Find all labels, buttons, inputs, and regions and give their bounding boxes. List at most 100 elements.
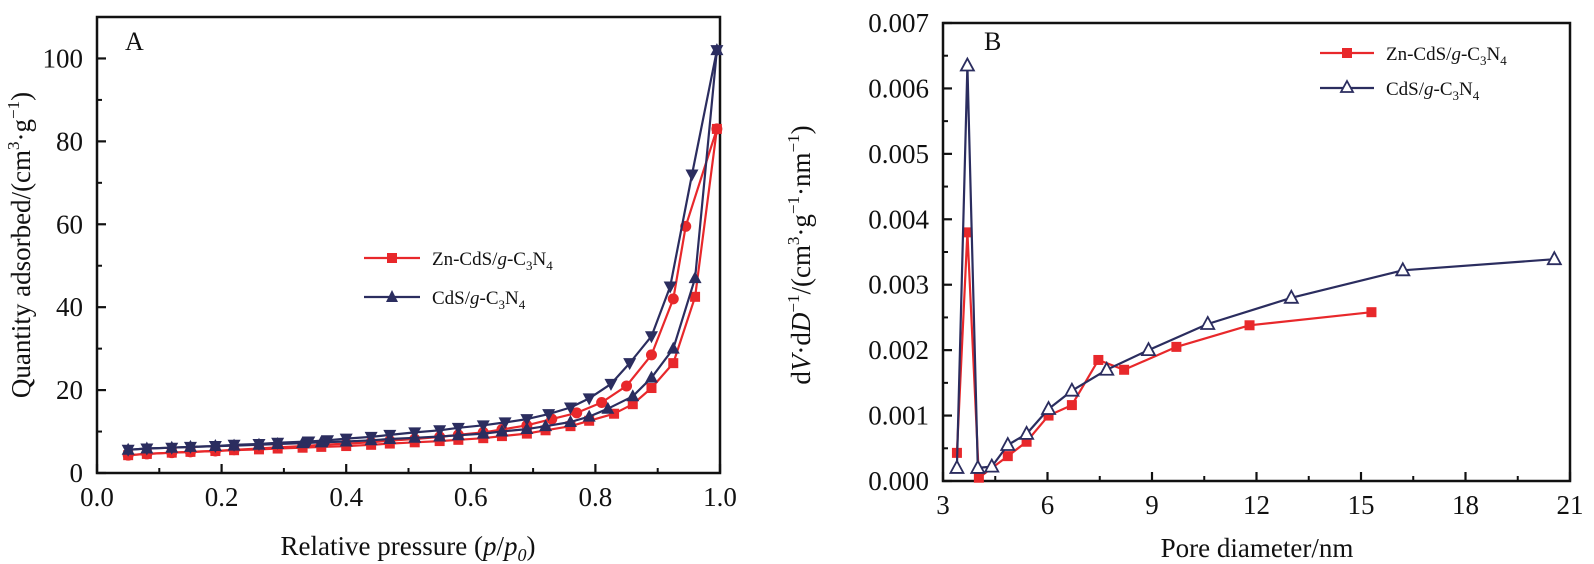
data-point-triangle-down: [165, 442, 179, 455]
x-tick-label: 0.4: [329, 482, 363, 512]
data-point-triangle-down: [140, 443, 154, 456]
y-tick-label: 20: [56, 375, 83, 405]
data-point-triangle-down: [498, 417, 512, 430]
data-point-triangle-open: [1140, 341, 1157, 357]
x-tick-label: 6: [1041, 490, 1055, 520]
data-point-triangle-down: [433, 425, 447, 438]
data-point-triangle-down: [252, 438, 266, 451]
data-point-triangle-up: [563, 415, 577, 428]
y-tick-label: 0.007: [868, 8, 929, 38]
x-tick-label: 0.6: [454, 482, 488, 512]
data-point-square: [646, 383, 657, 394]
x-tick-label: 3: [936, 490, 950, 520]
y-tick-label: 0.003: [868, 270, 929, 300]
panel-label-b: B: [984, 27, 1001, 56]
data-point-square: [973, 472, 984, 483]
data-point-triangle-down: [623, 358, 637, 371]
x-axis-title-b: Pore diameter/nm: [1161, 533, 1354, 563]
data-point-triangle-down: [582, 393, 596, 406]
data-point-triangle-open: [1098, 360, 1115, 376]
data-point-triangle-down: [121, 444, 135, 457]
legend-marker-triangle: [386, 290, 398, 302]
y-tick-label: 0.005: [868, 139, 929, 169]
legend-label: CdS/g-C3N4: [1386, 79, 1480, 103]
data-point-triangle-open: [1018, 425, 1035, 440]
data-point-triangle-open: [1546, 250, 1563, 266]
data-point-triangle-down: [710, 45, 724, 58]
data-point-triangle-down: [476, 420, 490, 433]
data-point-triangle-down: [685, 169, 699, 182]
data-point-square: [1021, 436, 1032, 447]
data-point-triangle-open: [1040, 400, 1057, 415]
data-point-triangle-open: [1283, 288, 1300, 304]
chart-panel-a: 0.0 0.2 0.4 0.6 0.8 1.0 0 20 40 60 80 100 A Relativ…: [4, 15, 737, 564]
data-point-triangle-up: [626, 389, 640, 402]
series-zn-cds-g-c3n4-desorption: [122, 123, 723, 461]
data-point-triangle-up: [644, 370, 658, 383]
data-point-triangle-open: [948, 459, 965, 474]
series-cds-g-c3n4: [948, 56, 1563, 474]
series-line: [955, 231, 1372, 479]
data-point-square: [627, 399, 638, 410]
data-point-triangle-up: [520, 422, 534, 435]
y-tick-label: 0.001: [868, 401, 929, 431]
legend-b: Zn-CdS/g-C3N4 CdS/g-C3N4: [1320, 44, 1507, 103]
legend-item: Zn-CdS/g-C3N4: [364, 249, 553, 273]
series-group-b: [948, 56, 1563, 483]
data-point-triangle-open: [983, 457, 1000, 473]
data-point-square: [1002, 451, 1013, 462]
data-point-square: [1093, 354, 1104, 365]
data-point-circle: [645, 349, 657, 361]
data-point-triangle-down: [227, 439, 241, 452]
x-tick-label: 15: [1348, 490, 1375, 520]
x-tick-label: 18: [1452, 490, 1479, 520]
x-axis-title-a: Relative pressure (p/p0): [281, 531, 536, 564]
legend-label: CdS/g-C3N4: [432, 288, 526, 312]
data-point-square: [690, 291, 701, 302]
axis-ticks-b: 3 6 9 12 15 18 21 0.000 0.001 0.002 0.003 0.004 0.00…: [868, 8, 1583, 520]
data-point-triangle-up: [688, 271, 702, 284]
y-axis-title-a: Quantity adsorbed/(cm3·g−1): [4, 92, 36, 398]
data-point-circle: [667, 293, 679, 305]
legend-label: Zn-CdS/g-C3N4: [1386, 44, 1507, 68]
x-tick-label: 12: [1243, 490, 1270, 520]
data-point-square: [1119, 364, 1130, 375]
data-point-square: [668, 358, 679, 369]
x-tick-label: 21: [1557, 490, 1584, 520]
data-point-triangle-open: [969, 459, 986, 474]
data-point-triangle-up: [476, 426, 490, 439]
legend-marker-square: [1342, 48, 1352, 58]
x-tick-label: 1.0: [703, 482, 737, 512]
y-tick-label: 0.006: [868, 73, 929, 103]
data-point-triangle-up: [539, 419, 553, 432]
series-zn-cds-g-c3n4: [951, 227, 1377, 483]
data-point-circle: [711, 123, 723, 135]
data-point-triangle-down: [208, 441, 222, 454]
data-point-circle: [596, 397, 608, 409]
y-tick-label: 100: [43, 43, 84, 73]
data-point-triangle-down: [451, 422, 465, 435]
data-point-square: [1043, 410, 1054, 421]
legend-item: Zn-CdS/g-C3N4: [1320, 44, 1507, 68]
data-point-triangle-down: [183, 441, 197, 454]
data-point-triangle-down: [339, 433, 353, 446]
x-tick-label: 0.2: [205, 482, 239, 512]
data-point-triangle-down: [271, 437, 285, 450]
data-point-triangle-down: [563, 402, 577, 415]
legend-marker-square: [387, 253, 397, 263]
series-line: [128, 49, 718, 451]
legend-a: Zn-CdS/g-C3N4 CdS/g-C3N4: [364, 249, 553, 312]
data-point-triangle-open: [1394, 261, 1411, 277]
data-point-triangle-down: [383, 429, 397, 442]
y-tick-label: 0.004: [868, 204, 929, 234]
panel-label-a: A: [125, 27, 144, 56]
data-point-triangle-down: [408, 427, 422, 440]
data-point-triangle-up: [495, 424, 509, 437]
data-point-square: [1244, 320, 1255, 331]
y-tick-label: 40: [56, 292, 83, 322]
legend-marker-triangle-open: [1339, 79, 1355, 93]
data-point-triangle-down: [644, 331, 658, 344]
data-point-triangle-open: [959, 56, 976, 72]
y-tick-label: 80: [56, 126, 83, 156]
